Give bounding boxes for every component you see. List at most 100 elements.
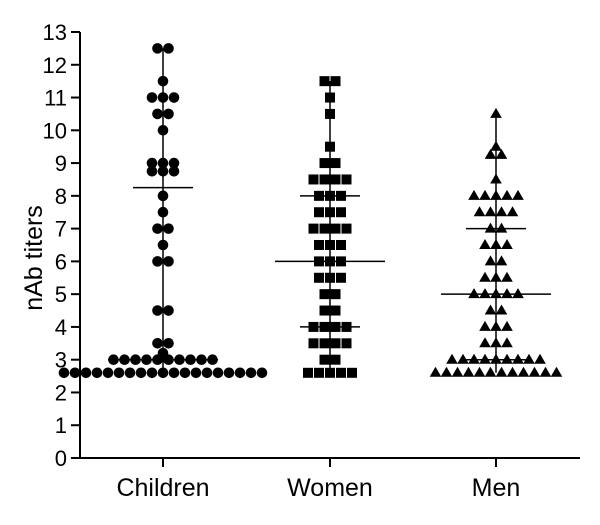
men-data-point	[440, 366, 453, 377]
women-data-point	[319, 338, 330, 349]
women-data-point	[341, 223, 352, 234]
men-data-point	[495, 366, 508, 377]
men-data-point	[534, 353, 546, 364]
children-data-point	[163, 43, 174, 54]
children-data-point	[190, 367, 202, 379]
women-data-point	[314, 240, 324, 250]
men-data-point	[506, 206, 519, 217]
children-data-point	[168, 157, 180, 169]
men-data-point	[473, 206, 486, 217]
children-data-point	[163, 338, 174, 349]
women-data-point	[330, 223, 341, 234]
children-data-point	[124, 367, 136, 379]
men-data-point	[495, 304, 508, 315]
men-data-point	[512, 189, 524, 200]
y-tick-label: 0	[55, 446, 67, 471]
men-data-point	[457, 353, 469, 364]
y-tick-label: 9	[55, 151, 67, 176]
y-tick-label: 8	[55, 184, 67, 209]
y-tick-label: 5	[55, 282, 67, 307]
men-data-point	[479, 320, 491, 331]
children-data-point	[256, 367, 268, 379]
women-data-point	[308, 338, 319, 349]
children-data-point	[245, 367, 257, 379]
summary-lines	[108, 48, 551, 373]
women-data-point	[341, 174, 352, 185]
men-data-point	[468, 353, 480, 364]
men-data-point	[501, 271, 513, 282]
women-data-point	[336, 367, 346, 378]
men-data-point	[501, 239, 513, 249]
men-data-point	[484, 206, 497, 217]
children-data-point	[152, 256, 163, 267]
y-tick-label: 13	[43, 20, 67, 45]
men-data-point	[550, 366, 563, 377]
women-data-point	[314, 367, 324, 378]
men-data-point	[451, 366, 464, 377]
men-data-point	[517, 366, 530, 377]
men-data-point	[479, 353, 491, 364]
women-data-point	[330, 289, 341, 300]
men-data-point	[468, 189, 480, 200]
children-data-point	[152, 305, 163, 316]
y-tick-label: 4	[55, 315, 67, 340]
women-data-point	[319, 289, 330, 300]
men-data-point	[495, 255, 508, 266]
women-data-point	[314, 272, 324, 283]
women-data-point	[336, 207, 346, 218]
men-data-point	[501, 353, 513, 364]
children-data-point	[234, 367, 246, 379]
men-data-point	[473, 366, 486, 377]
children-data-point	[146, 367, 158, 379]
women-data-point	[319, 76, 330, 87]
men-data-point	[468, 288, 480, 299]
x-category-label-men: Men	[472, 474, 521, 502]
women-data-point	[308, 223, 319, 234]
y-axis-title: nAb titers	[20, 205, 48, 311]
y-tick-label: 11	[44, 86, 67, 111]
men-data-point	[512, 288, 524, 299]
children-data-point	[91, 367, 103, 379]
y-tick-label: 3	[55, 348, 67, 373]
men-data-point	[479, 337, 491, 348]
children-data-point	[113, 367, 125, 379]
men-data-point	[495, 222, 508, 233]
children-data-point	[163, 108, 174, 120]
y-tick-label: 7	[55, 217, 67, 242]
women-data-point	[319, 158, 330, 169]
men-data-point	[484, 255, 497, 266]
children-data-point	[152, 223, 163, 234]
y-tick-label: 1	[55, 413, 67, 438]
women-data-point	[347, 367, 357, 378]
men-data-point	[501, 189, 513, 200]
men-data-point	[484, 148, 497, 159]
men-data-point	[506, 366, 519, 377]
men-data-point	[429, 366, 442, 377]
women-data-point	[336, 272, 346, 283]
women-data-point	[319, 305, 330, 316]
children-data-point	[58, 367, 70, 379]
children-data-point	[163, 305, 174, 316]
women-data-point	[314, 207, 324, 218]
men-data-point	[484, 304, 497, 315]
men-data-point	[479, 271, 491, 282]
x-category-label-women: Women	[287, 474, 373, 502]
men-data-point	[490, 107, 502, 118]
children-data-point	[80, 367, 92, 379]
children-data-point	[152, 43, 163, 54]
children-data-point	[223, 367, 235, 379]
men-data-point	[495, 148, 508, 159]
men-data-point	[462, 366, 475, 377]
children-data-point	[152, 338, 163, 349]
men-data-point	[501, 320, 513, 331]
women-data-point	[330, 338, 341, 349]
men-data-point	[484, 222, 497, 233]
men-data-point	[479, 239, 491, 249]
children-data-point	[179, 367, 191, 379]
men-data-point	[523, 353, 535, 364]
men-data-point	[446, 353, 458, 364]
women-data-point	[341, 338, 352, 349]
men-data-point	[479, 189, 491, 200]
